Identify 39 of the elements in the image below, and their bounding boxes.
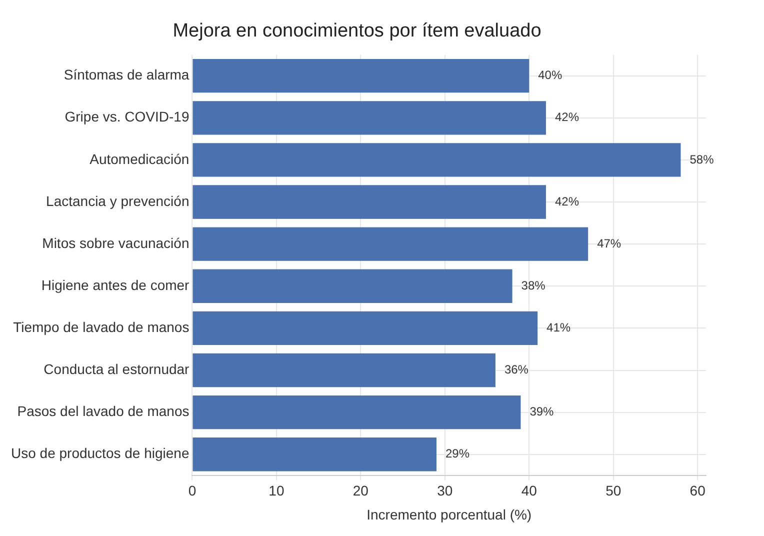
chart-title: Mejora en conocimientos por ítem evaluado (172, 20, 542, 42)
data-label: 47% (597, 236, 622, 250)
x-tick-label: 0 (188, 482, 196, 499)
data-label: 29% (445, 446, 470, 461)
data-label: 38% (521, 278, 546, 292)
bar (192, 311, 538, 346)
x-axis-title: Incremento porcentual (%) (366, 506, 532, 522)
y-tick-label: Pasos del lavado de manos (17, 403, 190, 420)
y-tick-label: Higiene antes de comer (41, 276, 190, 293)
bar (192, 143, 681, 177)
data-label: 40% (538, 68, 562, 82)
y-tick-label: Conducta al estornudar (44, 361, 190, 378)
data-label: 41% (546, 320, 571, 335)
y-tick-label: Automedicación (90, 150, 190, 167)
bar (192, 227, 588, 261)
bar (192, 438, 436, 472)
y-tick-label: Gripe vs. COVID-19 (64, 108, 190, 125)
bar (192, 269, 512, 303)
x-tick-label: 20 (352, 482, 369, 499)
x-tick-label: 50 (606, 482, 622, 499)
x-tick-label: 60 (690, 482, 706, 499)
y-tick-label: Síntomas de alarma (64, 66, 190, 83)
x-tick-label: 40 (521, 482, 538, 499)
data-label: 58% (690, 152, 714, 166)
data-label: 42% (554, 110, 580, 124)
x-tick-label: 30 (437, 482, 453, 499)
x-tick-label: 10 (268, 482, 284, 499)
bar (192, 353, 496, 388)
bar (192, 185, 546, 219)
data-label: 36% (504, 362, 529, 377)
y-tick-label: Lactancia y prevención (46, 192, 190, 209)
bar (192, 101, 546, 135)
bar (192, 395, 521, 430)
y-tick-label: Tiempo de lavado de manos (13, 319, 190, 336)
y-tick-label: Uso de productos de higiene (11, 445, 190, 462)
y-tick-label: Mitos sobre vacunación (42, 234, 190, 251)
data-label: 39% (530, 404, 554, 419)
bar (192, 59, 530, 93)
data-label: 42% (554, 194, 580, 208)
